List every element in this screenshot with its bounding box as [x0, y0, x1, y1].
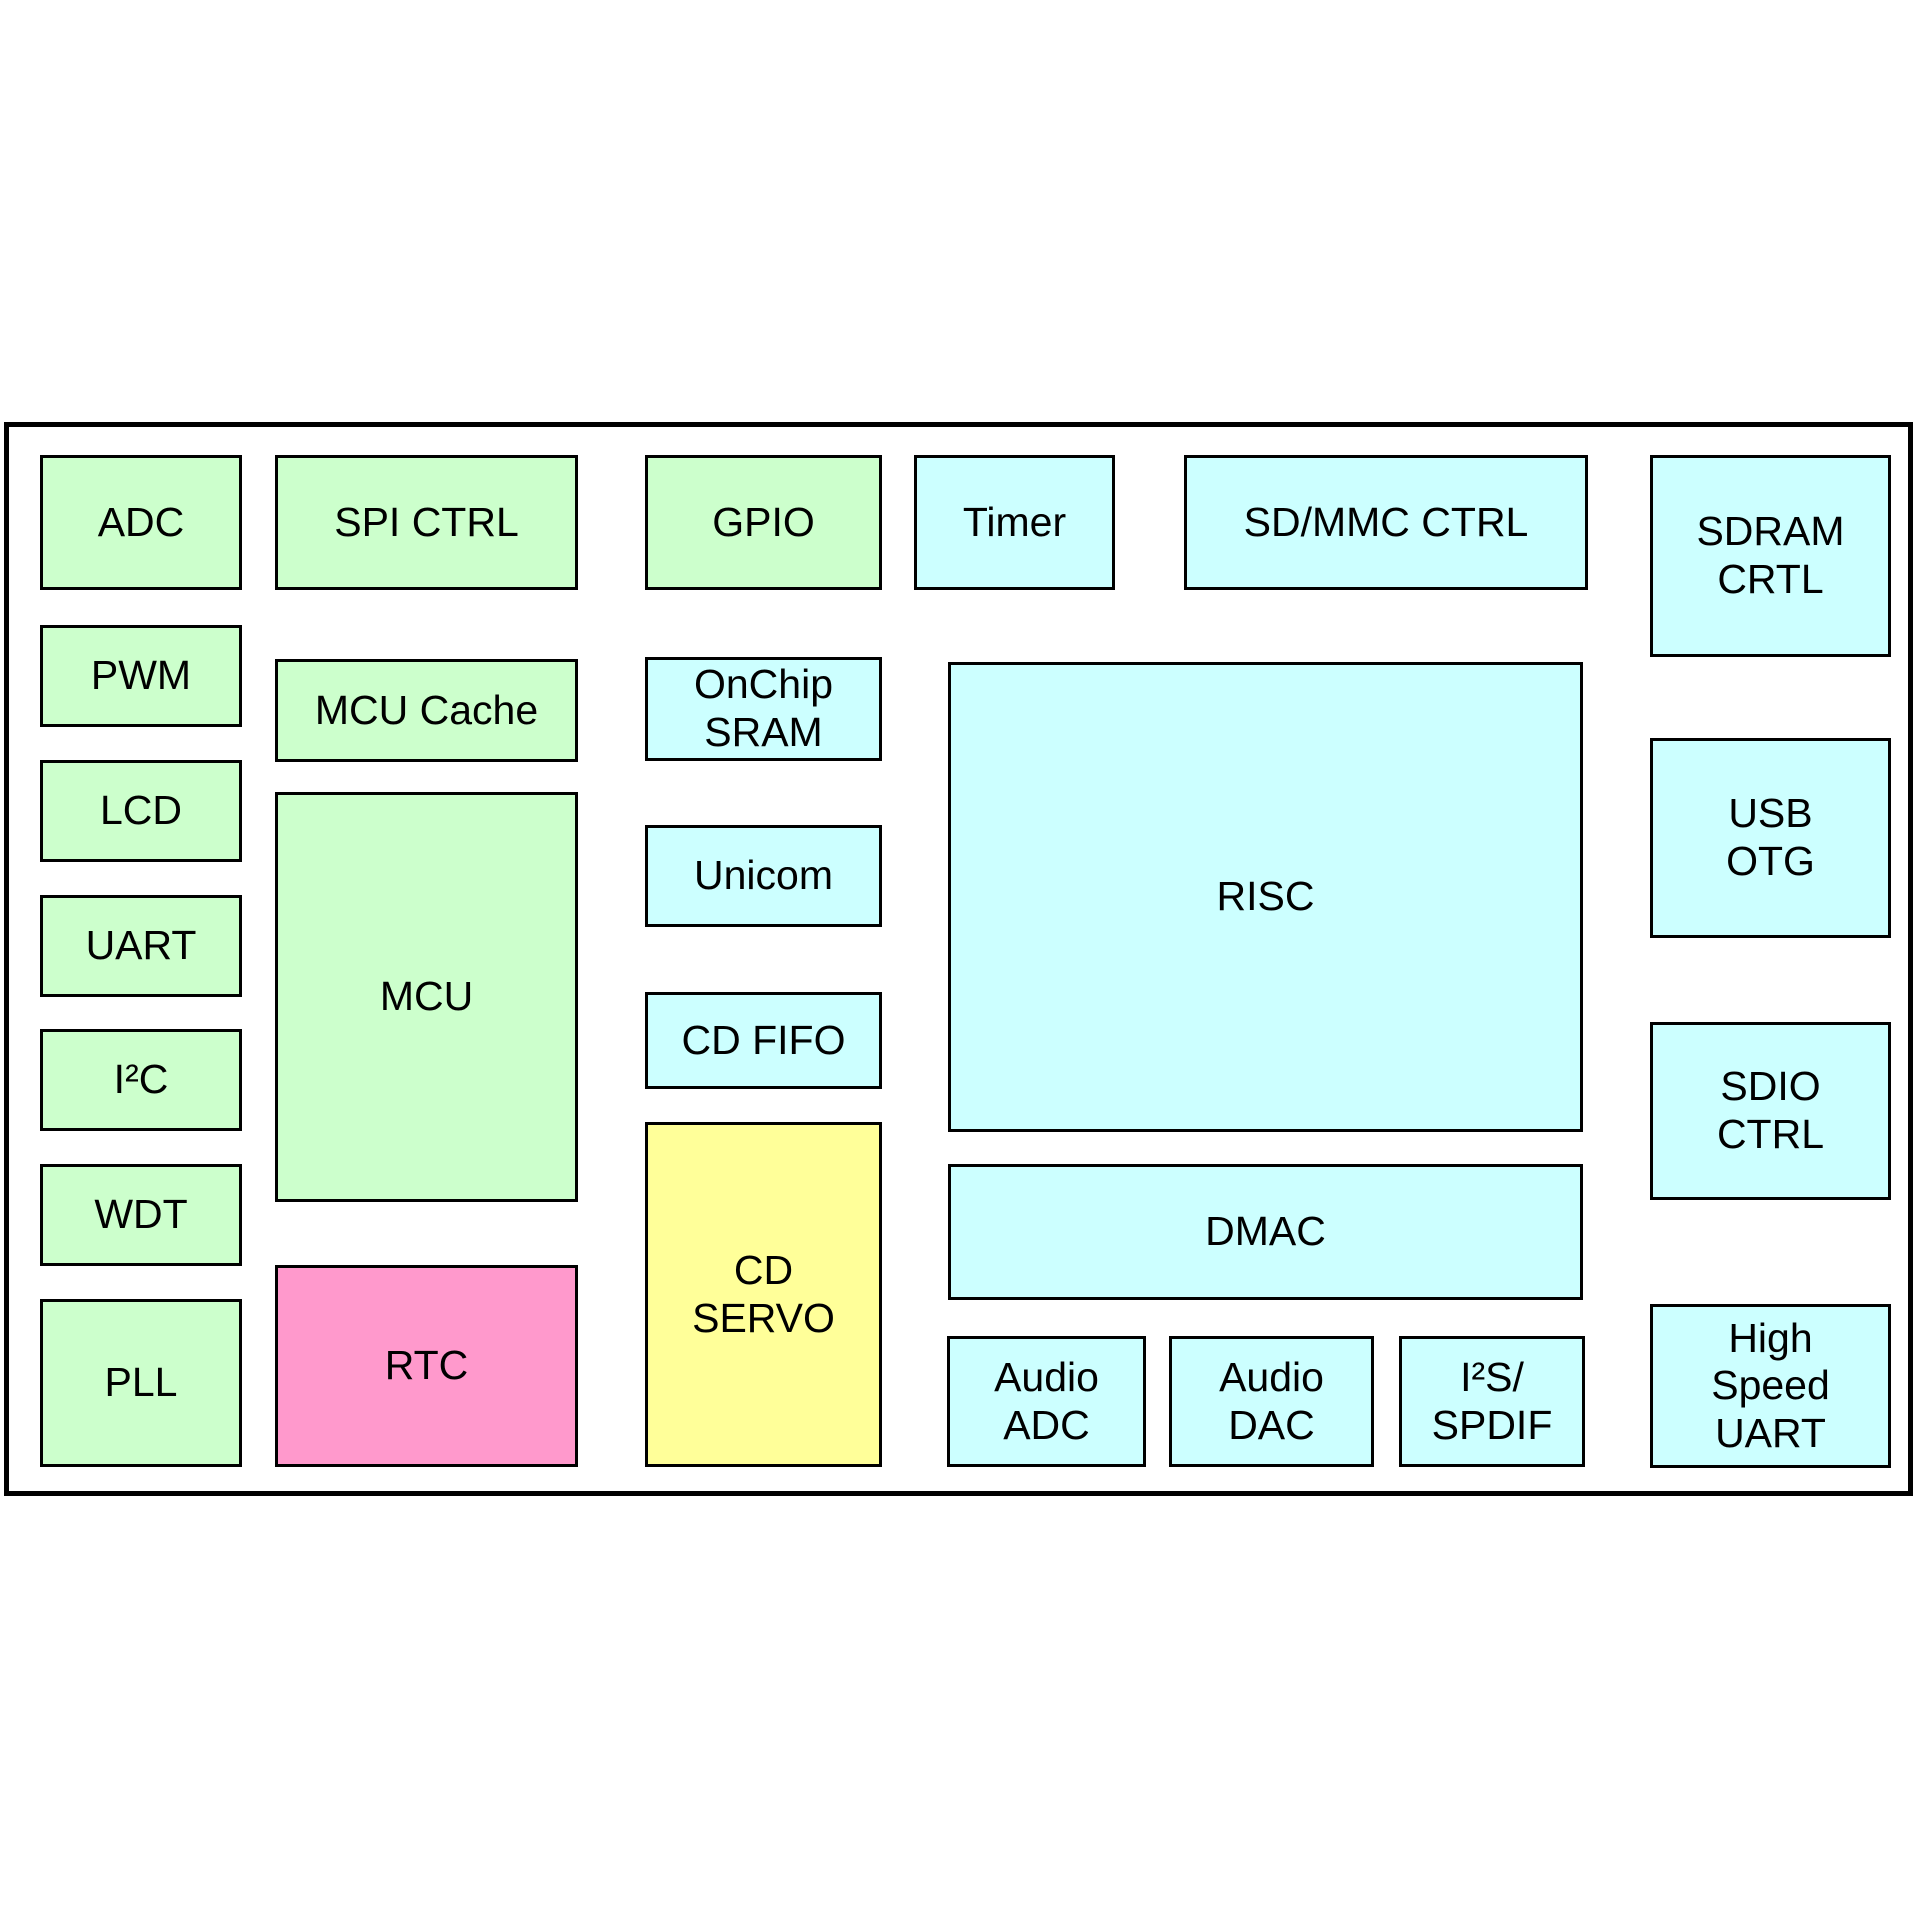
block-risc: RISC — [948, 662, 1583, 1132]
block-pll: PLL — [40, 1299, 242, 1467]
block-gpio: GPIO — [645, 455, 882, 590]
block-audio-adc: Audio ADC — [947, 1336, 1146, 1467]
block-i2c: I²C — [40, 1029, 242, 1131]
block-unicom: Unicom — [645, 825, 882, 927]
block-uart: UART — [40, 895, 242, 997]
block-spi-ctrl: SPI CTRL — [275, 455, 578, 590]
block-sdmmc-ctrl: SD/MMC CTRL — [1184, 455, 1588, 590]
block-lcd: LCD — [40, 760, 242, 862]
block-usb-otg: USB OTG — [1650, 738, 1891, 938]
block-sdram-crtl: SDRAM CRTL — [1650, 455, 1891, 657]
block-timer: Timer — [914, 455, 1115, 590]
block-i2s-spdif: I²S/ SPDIF — [1399, 1336, 1585, 1467]
block-dmac: DMAC — [948, 1164, 1583, 1300]
block-mcu-cache: MCU Cache — [275, 659, 578, 762]
block-audio-dac: Audio DAC — [1169, 1336, 1374, 1467]
block-adc: ADC — [40, 455, 242, 590]
block-mcu: MCU — [275, 792, 578, 1202]
chip-boundary: ADC SPI CTRL GPIO Timer SD/MMC CTRL SDRA… — [4, 422, 1913, 1496]
block-cd-servo: CD SERVO — [645, 1122, 882, 1467]
block-high-speed-uart: High Speed UART — [1650, 1304, 1891, 1468]
block-sdio-ctrl: SDIO CTRL — [1650, 1022, 1891, 1200]
block-pwm: PWM — [40, 625, 242, 727]
block-rtc: RTC — [275, 1265, 578, 1467]
block-wdt: WDT — [40, 1164, 242, 1266]
block-cd-fifo: CD FIFO — [645, 992, 882, 1089]
block-onchip-sram: OnChip SRAM — [645, 657, 882, 761]
